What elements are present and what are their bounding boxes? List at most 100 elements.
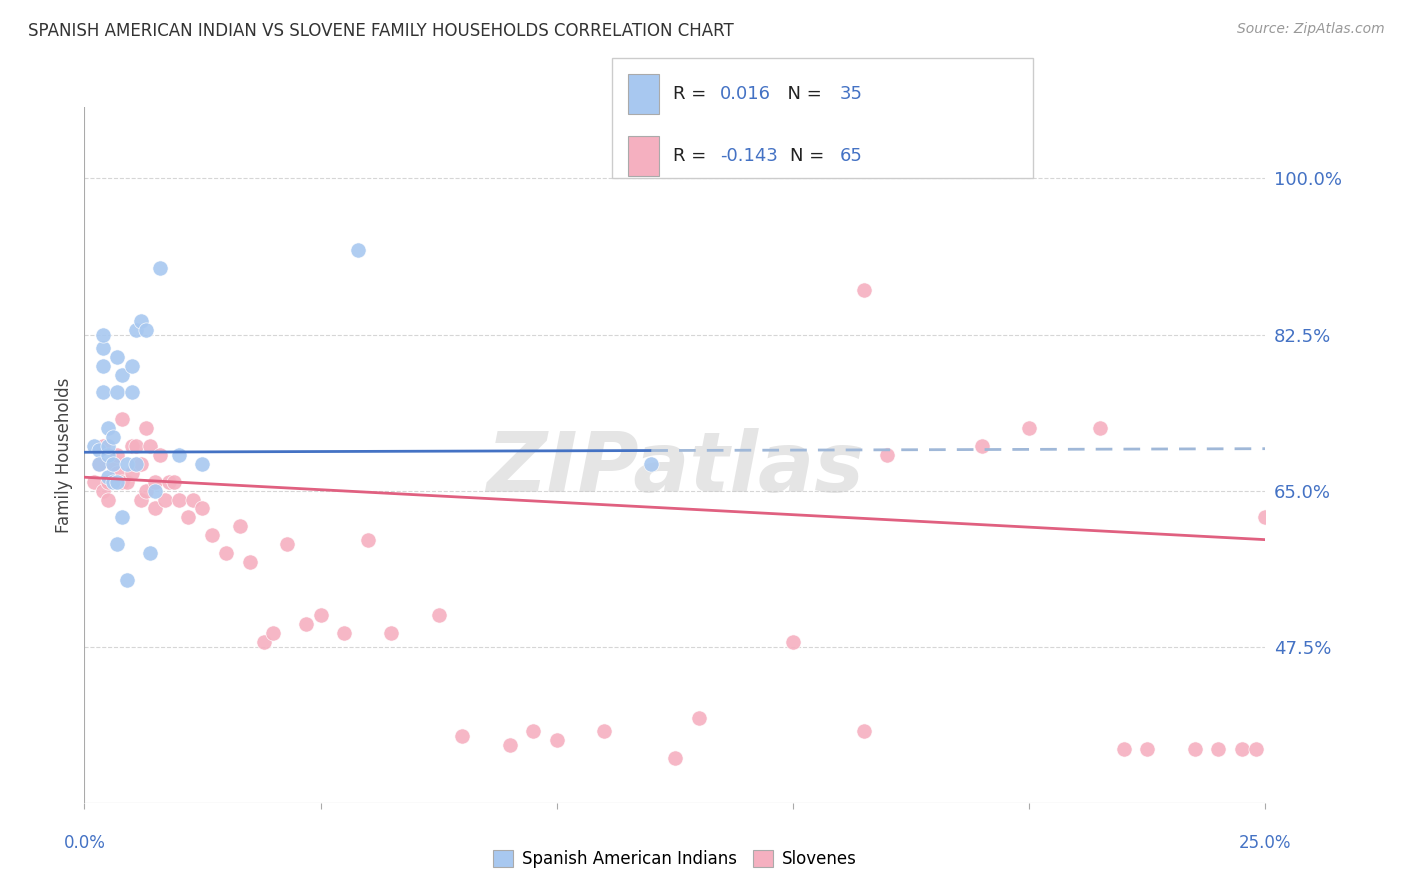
- Point: [91, 341, 114, 355]
- Point: [91, 483, 114, 498]
- Point: [1206, 742, 1229, 756]
- Text: 35: 35: [839, 85, 862, 103]
- Point: [357, 533, 380, 547]
- Point: [295, 617, 318, 632]
- Text: SPANISH AMERICAN INDIAN VS SLOVENE FAMILY HOUSEHOLDS CORRELATION CHART: SPANISH AMERICAN INDIAN VS SLOVENE FAMIL…: [28, 22, 734, 40]
- Point: [201, 528, 224, 542]
- Point: [309, 608, 332, 623]
- Point: [782, 635, 804, 649]
- Point: [215, 546, 238, 560]
- Point: [1244, 742, 1267, 756]
- Point: [91, 359, 114, 373]
- Point: [1254, 510, 1277, 524]
- Point: [143, 475, 166, 489]
- Point: [876, 448, 898, 462]
- Point: [101, 457, 124, 471]
- Point: [191, 457, 214, 471]
- Point: [167, 448, 190, 462]
- Point: [143, 501, 166, 516]
- Point: [139, 439, 162, 453]
- Legend: Spanish American Indians, Slovenes: Spanish American Indians, Slovenes: [486, 843, 863, 874]
- Point: [970, 439, 993, 453]
- Point: [83, 475, 105, 489]
- Point: [688, 711, 710, 725]
- Point: [91, 439, 114, 453]
- Point: [129, 314, 152, 328]
- Point: [1088, 421, 1111, 435]
- Point: [153, 492, 176, 507]
- Point: [111, 368, 134, 382]
- Point: [498, 738, 520, 752]
- Point: [191, 501, 214, 516]
- Point: [262, 626, 284, 640]
- Point: [115, 475, 138, 489]
- Point: [101, 430, 124, 444]
- Text: 25.0%: 25.0%: [1239, 834, 1292, 852]
- Point: [593, 724, 616, 739]
- Point: [97, 492, 120, 507]
- Point: [107, 475, 129, 489]
- Point: [111, 412, 134, 426]
- Point: [427, 608, 450, 623]
- Point: [107, 537, 129, 551]
- Point: [125, 439, 148, 453]
- Point: [91, 385, 114, 400]
- Point: [111, 475, 134, 489]
- Point: [107, 385, 129, 400]
- Point: [1184, 742, 1206, 756]
- Point: [87, 457, 110, 471]
- Point: [107, 448, 129, 462]
- Point: [157, 475, 180, 489]
- Text: R =: R =: [673, 85, 713, 103]
- Point: [167, 492, 190, 507]
- Point: [1112, 742, 1135, 756]
- Text: N =: N =: [776, 85, 828, 103]
- Point: [1230, 742, 1253, 756]
- Point: [380, 626, 402, 640]
- Point: [107, 350, 129, 364]
- Point: [97, 470, 120, 484]
- Point: [121, 359, 143, 373]
- Point: [451, 729, 474, 743]
- Point: [522, 724, 544, 739]
- Y-axis label: Family Households: Family Households: [55, 377, 73, 533]
- Point: [253, 635, 276, 649]
- Point: [91, 327, 114, 342]
- Point: [97, 439, 120, 453]
- Point: [640, 457, 662, 471]
- Point: [135, 323, 157, 337]
- Point: [87, 457, 110, 471]
- Text: 0.016: 0.016: [720, 85, 770, 103]
- Point: [87, 443, 110, 458]
- Point: [163, 475, 186, 489]
- Point: [115, 457, 138, 471]
- Point: [97, 448, 120, 462]
- Point: [276, 537, 298, 551]
- Text: 65: 65: [839, 147, 862, 165]
- Point: [107, 466, 129, 480]
- Point: [546, 733, 568, 747]
- Point: [129, 492, 152, 507]
- Text: R =: R =: [673, 147, 713, 165]
- Point: [83, 439, 105, 453]
- Point: [149, 448, 172, 462]
- Point: [139, 546, 162, 560]
- Point: [333, 626, 356, 640]
- Point: [125, 457, 148, 471]
- Point: [239, 555, 262, 569]
- Point: [97, 475, 120, 489]
- Point: [111, 510, 134, 524]
- Point: [101, 475, 124, 489]
- Point: [121, 466, 143, 480]
- Point: [115, 573, 138, 587]
- Point: [135, 483, 157, 498]
- Point: [347, 243, 370, 257]
- Point: [852, 724, 875, 739]
- Point: [177, 510, 200, 524]
- Point: [97, 421, 120, 435]
- Text: N =: N =: [790, 147, 830, 165]
- Point: [125, 323, 148, 337]
- Text: ZIPatlas: ZIPatlas: [486, 428, 863, 509]
- Point: [129, 457, 152, 471]
- Text: 0.0%: 0.0%: [63, 834, 105, 852]
